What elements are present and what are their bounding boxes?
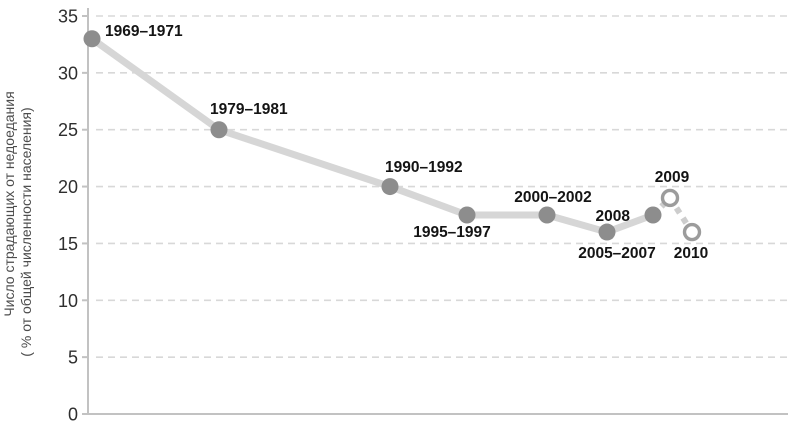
point-label-1979-1981: 1979–1981	[210, 101, 288, 118]
data-point-1990-1992	[381, 178, 399, 196]
y-tick-label-25: 25	[58, 120, 78, 140]
grid-layer	[96, 15, 788, 358]
y-tick-label-35: 35	[58, 7, 78, 27]
point-label-2009: 2009	[655, 169, 690, 186]
y-axis-title-line2: ( % от общей численности населения)	[18, 107, 34, 356]
data-point-1995-1997	[458, 206, 476, 224]
point-label-layer: 1969–1971 1979–1981 1990–1992 1995–1997 2000…	[105, 23, 708, 262]
data-point-2008	[644, 206, 662, 224]
data-point-1979-1981	[210, 121, 228, 139]
point-label-2010: 2010	[674, 245, 708, 262]
point-label-1990-1992: 1990–1992	[385, 159, 463, 176]
y-tick-label-0: 0	[68, 405, 78, 425]
point-label-2000-2002: 2000–2002	[514, 189, 592, 206]
y-tick-label-30: 30	[58, 63, 78, 83]
y-tick-label-20: 20	[58, 177, 78, 197]
y-tick-label-5: 5	[68, 348, 78, 368]
series-layer	[83, 30, 702, 242]
point-label-2005-2007: 2005–2007	[578, 245, 656, 262]
point-label-1969-1971: 1969–1971	[105, 23, 183, 40]
data-point-1969-1971	[83, 30, 101, 48]
y-axis-title-line1: Число страдающих от недоедания	[1, 91, 17, 316]
data-point-2000-2002	[538, 206, 556, 224]
data-point-2005-2007	[598, 223, 616, 241]
data-point-estimate-2010	[682, 222, 702, 242]
y-tick-label-15: 15	[58, 234, 78, 254]
point-label-2008: 2008	[596, 208, 631, 225]
y-tick-label-10: 10	[58, 291, 78, 311]
axis-layer: 35 30 25 20 15 10 5 0	[58, 7, 788, 425]
data-point-estimate-2009	[660, 188, 680, 208]
point-label-1995-1997: 1995–1997	[413, 224, 491, 241]
